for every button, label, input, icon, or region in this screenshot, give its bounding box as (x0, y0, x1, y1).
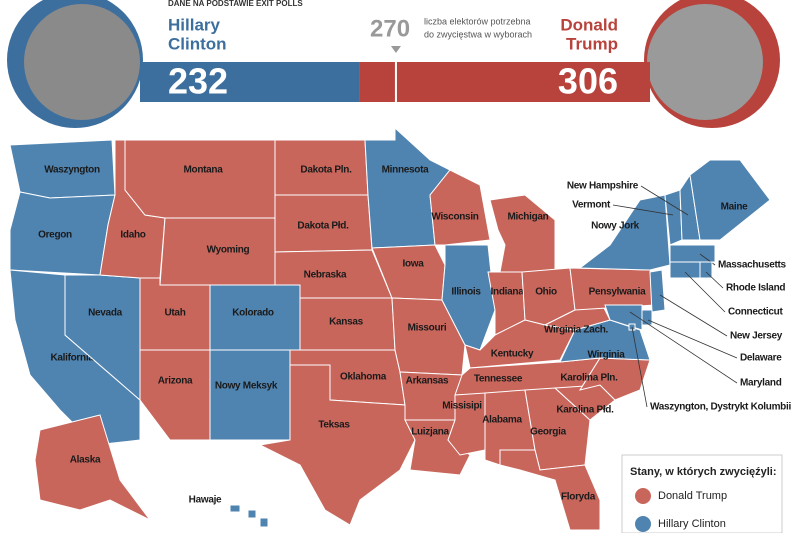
state-label: Waszyngton, Dystrykt Kolumbii (650, 402, 791, 413)
state-label: Arizona (158, 376, 193, 387)
state-shape (139, 349, 211, 441)
callout-line (659, 294, 728, 337)
state-shape (229, 504, 269, 528)
state-label: Kolorado (232, 308, 274, 319)
state-shape (258, 364, 416, 526)
state-label: Kalifornia (50, 353, 94, 364)
legend-title: Stany, w których zwycięźyli: (630, 466, 777, 478)
state-label: Rhode Island (726, 283, 785, 294)
legend-swatch (635, 516, 651, 532)
state-shape (641, 309, 653, 326)
legend-label: Donald Trump (658, 490, 727, 502)
legend-items: Donald Trump Hillary Clinton (635, 488, 727, 532)
source-note: DANE NA PODSTAWIE EXIT POLLS (168, 0, 303, 8)
candidate-last-name: Clinton (168, 34, 227, 53)
votes-number: 306 (558, 61, 618, 102)
threshold-number: 270 (370, 15, 410, 42)
votes-number: 232 (168, 61, 228, 102)
state-label: Dakota Pln. (300, 165, 352, 176)
state-label: Georgia (530, 427, 566, 438)
state-shape (124, 139, 276, 219)
threshold-note: do zwycięstwa w wyborach (424, 29, 532, 39)
state-label: Oregon (38, 230, 72, 241)
state-label: Missouri (408, 323, 447, 334)
state-label: Vermont (572, 200, 611, 211)
callout-line (647, 319, 738, 359)
state-label: Oklahoma (340, 372, 387, 383)
state-shape (34, 414, 151, 521)
votes-bar (140, 62, 360, 102)
state-label: Karolina Płd. (556, 405, 614, 416)
callout-line (705, 271, 724, 289)
state-label: New Hampshire (567, 181, 639, 192)
candidate-last-name: Trump (566, 34, 618, 53)
state-label: Dakota Płd. (297, 221, 349, 232)
state-label: Missisipi (442, 401, 482, 412)
state-label: Massachusetts (718, 260, 787, 271)
electoral-bar: 232 306 (140, 46, 650, 102)
state-label: Wisconsin (431, 212, 478, 223)
state-shape (669, 261, 701, 279)
state-label: Tennessee (474, 374, 523, 385)
state-label: Pensylwania (589, 287, 646, 298)
candidate-first-name: Donald (560, 15, 618, 34)
state-label: Iowa (402, 259, 424, 270)
legend-swatch (635, 488, 651, 504)
state-label: Nowy Jork (591, 221, 640, 232)
state-label: Hawaje (189, 495, 222, 506)
votes-bar (359, 62, 650, 102)
state-label: Montana (183, 165, 223, 176)
state-shape (489, 194, 556, 273)
threshold-arrow (390, 46, 401, 53)
state-label: Karolina Pln. (560, 373, 618, 384)
state-shape (689, 159, 771, 241)
state-label: Nebraska (304, 270, 347, 281)
legend: Stany, w których zwycięźyli: Donald Trum… (621, 454, 783, 533)
threshold-note: liczba elektorów potrzebna (424, 16, 531, 26)
callout-line (640, 185, 689, 216)
state-shape (209, 349, 291, 441)
callout-line (684, 271, 726, 313)
state-label: Waszyngton (44, 165, 100, 176)
state-label: New Jersey (730, 331, 783, 342)
state-label: Floryda (561, 492, 596, 503)
callout-line (629, 311, 738, 384)
state-label: Delaware (740, 353, 782, 364)
callout-line (612, 204, 674, 216)
state-label: Wyoming (207, 245, 250, 256)
state-label: Nowy Meksyk (215, 381, 278, 392)
state-label: Illinois (451, 287, 481, 298)
state-label: Michigan (508, 212, 549, 223)
state-shape (429, 169, 491, 246)
us-map: Waszyngton Oregon Kalifornia Nevada Idaho Mon… (9, 126, 792, 531)
state-label: Kentucky (491, 349, 534, 360)
legend-label: Hillary Clinton (658, 518, 726, 530)
state-label: Teksas (318, 420, 350, 431)
callout-line (631, 326, 648, 408)
state-label: Minnesota (382, 165, 429, 176)
state-label: Idaho (120, 230, 145, 241)
clinton-photo (24, 4, 140, 120)
state-label: Maryland (740, 378, 782, 389)
state-label: Indiana (491, 287, 525, 298)
state-label: Nevada (88, 308, 123, 319)
state-shape (499, 449, 601, 531)
state-label: Wirginia (588, 350, 626, 361)
state-label: Utah (164, 308, 185, 319)
state-shape (669, 244, 716, 263)
state-label: Alabama (482, 415, 522, 426)
state-shape (649, 269, 666, 313)
state-label: Wirginia Zach. (544, 325, 609, 336)
state-label: Arkansas (406, 376, 449, 387)
state-label: Maine (721, 202, 749, 213)
state-label: Luizjana (411, 427, 449, 438)
state-label: Alaska (70, 455, 101, 466)
trump-photo (647, 4, 763, 120)
state-label: Kansas (329, 317, 364, 328)
state-label: Connecticut (728, 307, 783, 318)
candidate-first-name: Hillary (168, 15, 221, 34)
state-label: Ohio (535, 287, 557, 298)
